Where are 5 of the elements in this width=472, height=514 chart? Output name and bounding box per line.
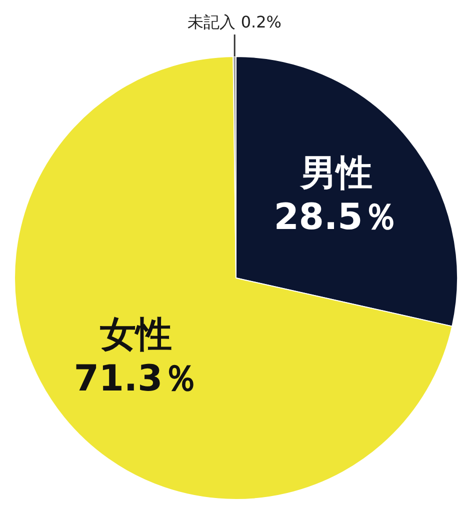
data-label: 71.3％ [74,358,199,400]
data-label: 28.5％ [274,197,399,238]
slice-label: 男性 [299,153,372,194]
slice-label: 女性 [100,314,172,356]
slice-label: 未記入 0.2% [188,12,282,32]
